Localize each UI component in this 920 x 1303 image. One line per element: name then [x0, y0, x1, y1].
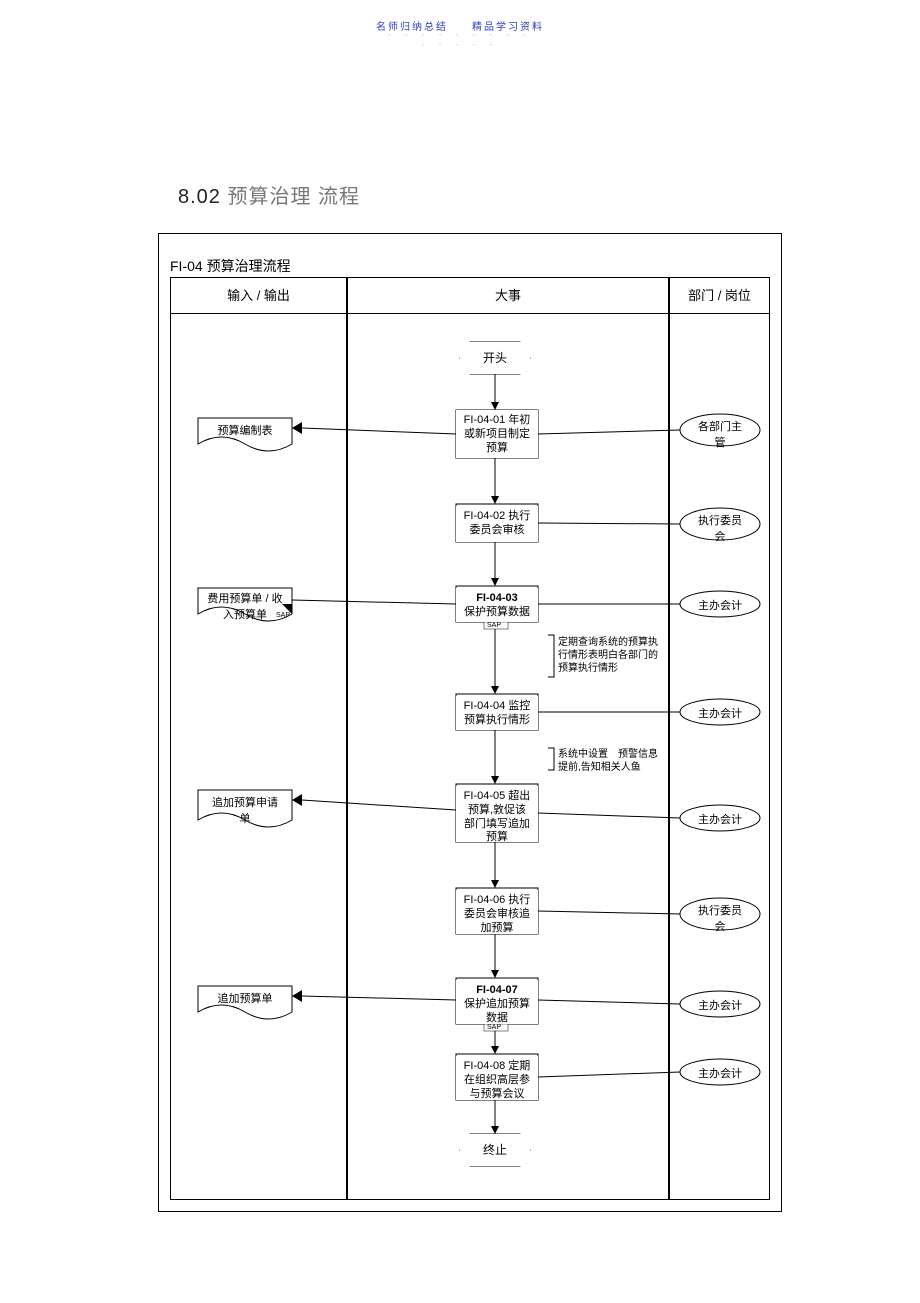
- step-5-text: FI-04-05 超出预算,敦促该部门填写追加预算: [456, 786, 538, 842]
- note-1: 定期查询系统的预算执行情形表明白各部门的预算执行情形: [558, 636, 688, 675]
- step-6-text: FI-04-06 执行委员会审核追加预算: [456, 890, 538, 934]
- role-2-text: 执行委员会: [680, 512, 760, 544]
- role-5-text: 主办会计: [680, 811, 760, 827]
- doc-1-text: 预算编制表: [198, 422, 292, 438]
- step-3-title: FI-04-03: [476, 592, 518, 604]
- step-7-text: FI-04-07 保护追加预算数据: [456, 980, 538, 1024]
- step-4-text: FI-04-04 监控预算执行情形: [456, 696, 538, 730]
- role-8-text: 主办会计: [680, 1065, 760, 1081]
- header-dots: - - - - - - - - -: [0, 30, 920, 39]
- sap-label: SAP: [487, 622, 501, 629]
- role-7-text: 主办会计: [680, 997, 760, 1013]
- step-7-sub: 保护追加预算数据: [464, 998, 530, 1024]
- lane-header-event: 大事: [347, 277, 669, 314]
- lane-header-io: 输入 / 输出: [170, 277, 347, 314]
- step-1-text: FI-04-01 年初或新项目制定预算: [456, 410, 538, 458]
- frame-title: FI-04 预算治理流程: [170, 256, 291, 276]
- start-label: 开头: [460, 342, 530, 374]
- role-6-text: 执行委员会: [680, 902, 760, 934]
- section-text: 预算治理 流程: [228, 186, 361, 208]
- step-8-text: FI-04-08 定期在组织高层参与预算会议: [456, 1056, 538, 1100]
- step-3-text: FI-04-03 保护预算数据: [456, 588, 538, 622]
- step-2-text: FI-04-02 执行委员会审核: [456, 506, 538, 542]
- role-1-text: 各部门主管: [680, 418, 760, 450]
- lane-col-io: [170, 314, 347, 1200]
- doc-4-text: 追加预算单: [198, 990, 292, 1006]
- lane-header-role: 部门 / 岗位: [669, 277, 770, 314]
- doc-3-text: 追加预算申请单: [198, 794, 292, 826]
- step-7-title: FI-04-07: [476, 984, 518, 996]
- section-title: 8.02 预算治理 流程: [178, 180, 360, 209]
- header-dots2: - - - - -: [0, 40, 920, 49]
- sap-label: SAP: [487, 1024, 501, 1031]
- section-number: 8.02: [178, 186, 221, 208]
- doc-2-text: 费用预算单 / 收入预算单: [198, 590, 292, 622]
- role-3-text: 主办会计: [680, 597, 760, 613]
- end-label: 终止: [460, 1134, 530, 1166]
- note-2: 系统中设置 预警信息提前,告知相关人鱼: [558, 748, 688, 774]
- role-4-text: 主办会计: [680, 705, 760, 721]
- lane-headers: 输入 / 输出 大事 部门 / 岗位: [170, 277, 770, 314]
- step-3-sub: 保护预算数据: [464, 606, 530, 618]
